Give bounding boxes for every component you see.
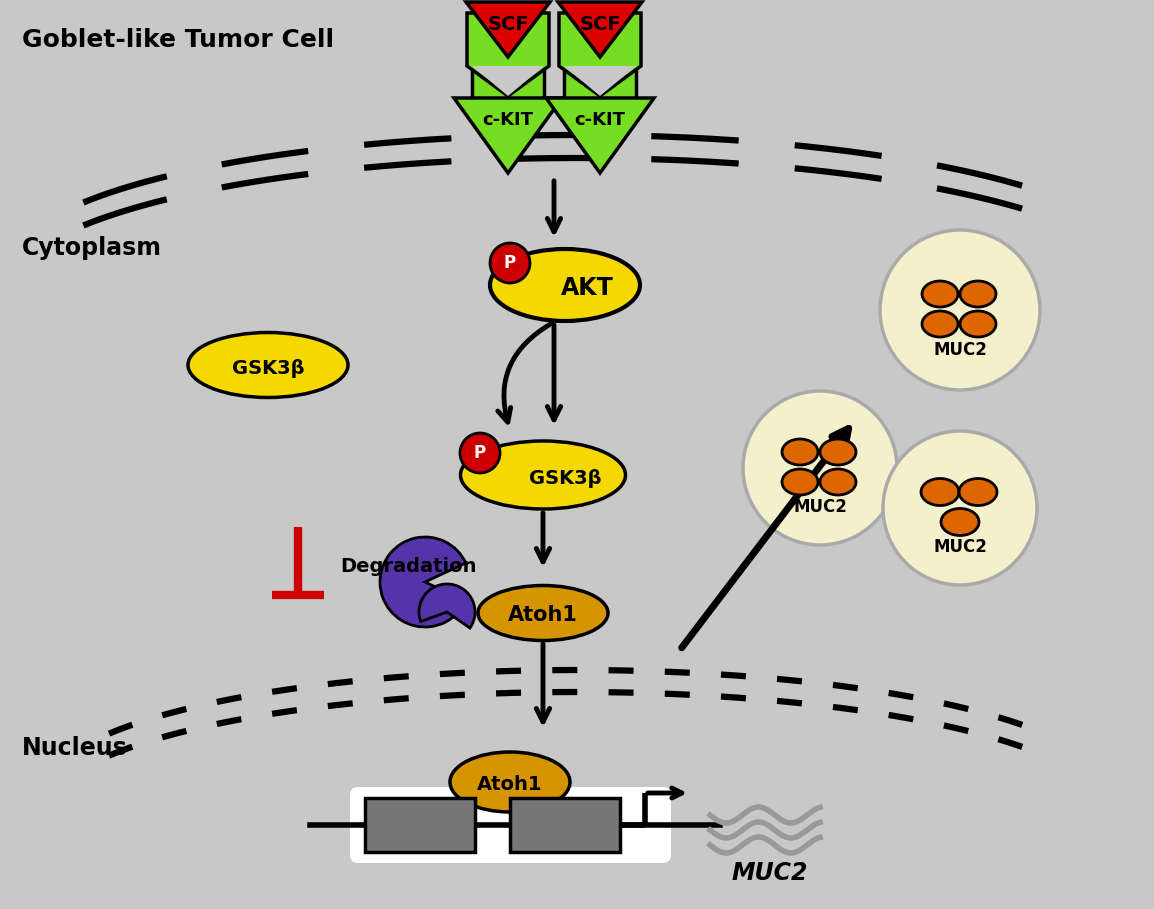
Text: AKT: AKT xyxy=(561,276,614,300)
FancyBboxPatch shape xyxy=(472,66,544,118)
Circle shape xyxy=(743,391,897,545)
Circle shape xyxy=(883,431,1037,585)
Ellipse shape xyxy=(782,439,818,465)
Ellipse shape xyxy=(820,469,856,495)
Ellipse shape xyxy=(960,311,996,337)
FancyBboxPatch shape xyxy=(350,787,670,863)
Text: SCF: SCF xyxy=(579,15,621,34)
Ellipse shape xyxy=(960,281,996,307)
Ellipse shape xyxy=(490,249,640,321)
Text: GSK3β: GSK3β xyxy=(232,358,305,377)
Text: c-KIT: c-KIT xyxy=(482,111,533,129)
Text: Degradation: Degradation xyxy=(340,557,477,576)
Polygon shape xyxy=(472,66,544,96)
Text: c-KIT: c-KIT xyxy=(575,111,625,129)
Ellipse shape xyxy=(478,585,608,641)
FancyBboxPatch shape xyxy=(472,13,544,68)
FancyBboxPatch shape xyxy=(365,798,475,852)
Polygon shape xyxy=(559,13,640,96)
FancyBboxPatch shape xyxy=(510,798,620,852)
Ellipse shape xyxy=(460,441,625,509)
Ellipse shape xyxy=(922,281,958,307)
Text: P: P xyxy=(474,444,486,462)
Text: MUC2: MUC2 xyxy=(934,341,987,359)
Ellipse shape xyxy=(820,439,856,465)
Text: Cytoplasm: Cytoplasm xyxy=(22,236,162,260)
Text: P: P xyxy=(504,254,516,272)
Polygon shape xyxy=(454,98,562,173)
Polygon shape xyxy=(559,2,642,57)
Ellipse shape xyxy=(959,478,997,505)
Ellipse shape xyxy=(941,508,979,535)
Ellipse shape xyxy=(188,333,349,397)
Circle shape xyxy=(881,230,1040,390)
Text: Goblet-like Tumor Cell: Goblet-like Tumor Cell xyxy=(22,28,335,52)
Ellipse shape xyxy=(782,469,818,495)
Text: MUC2: MUC2 xyxy=(934,537,987,555)
Text: MUC2: MUC2 xyxy=(732,861,808,885)
Text: GSK3β: GSK3β xyxy=(529,468,601,487)
Ellipse shape xyxy=(921,478,959,505)
Polygon shape xyxy=(564,66,636,96)
Circle shape xyxy=(490,243,530,283)
FancyBboxPatch shape xyxy=(564,13,636,68)
Ellipse shape xyxy=(922,311,958,337)
Text: Atoh1: Atoh1 xyxy=(478,774,542,794)
Polygon shape xyxy=(466,2,550,57)
Circle shape xyxy=(460,433,500,473)
Ellipse shape xyxy=(450,752,570,812)
Text: MUC2: MUC2 xyxy=(793,497,847,515)
FancyBboxPatch shape xyxy=(564,66,636,118)
Polygon shape xyxy=(467,13,549,96)
Wedge shape xyxy=(419,584,475,628)
Polygon shape xyxy=(546,98,654,173)
Text: SCF: SCF xyxy=(487,15,529,34)
Text: Nucleus: Nucleus xyxy=(22,736,128,760)
Wedge shape xyxy=(380,537,466,627)
Text: Atoh1: Atoh1 xyxy=(508,605,578,625)
